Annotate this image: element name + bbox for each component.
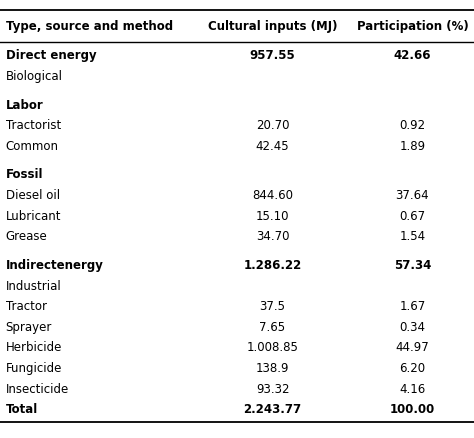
Text: Diesel oil: Diesel oil [6,189,60,201]
Text: 20.70: 20.70 [256,119,289,132]
Text: 1.286.22: 1.286.22 [244,258,301,271]
Text: 15.10: 15.10 [256,209,289,222]
Text: 37.5: 37.5 [260,300,285,312]
Text: 138.9: 138.9 [256,361,289,374]
Text: 957.55: 957.55 [250,49,295,62]
Text: Indirectenergy: Indirectenergy [6,258,103,271]
Text: Sprayer: Sprayer [6,320,52,333]
Text: 1.008.85: 1.008.85 [246,341,299,353]
Text: 100.00: 100.00 [390,403,435,415]
Text: 0.92: 0.92 [399,119,426,132]
Text: 37.64: 37.64 [396,189,429,201]
Text: 93.32: 93.32 [256,382,289,395]
Text: Type, source and method: Type, source and method [6,20,173,33]
Text: Insecticide: Insecticide [6,382,69,395]
Text: Biological: Biological [6,70,63,83]
Text: Herbicide: Herbicide [6,341,62,353]
Text: 1.54: 1.54 [399,230,426,243]
Text: Cultural inputs (MJ): Cultural inputs (MJ) [208,20,337,33]
Text: Lubricant: Lubricant [6,209,61,222]
Text: 1.67: 1.67 [399,300,426,312]
Text: Participation (%): Participation (%) [356,20,468,33]
Text: 44.97: 44.97 [395,341,429,353]
Text: 844.60: 844.60 [252,189,293,201]
Text: Tractorist: Tractorist [6,119,61,132]
Text: Fossil: Fossil [6,168,43,181]
Text: 1.89: 1.89 [399,140,426,152]
Text: 34.70: 34.70 [256,230,289,243]
Text: 42.45: 42.45 [256,140,289,152]
Text: 6.20: 6.20 [399,361,426,374]
Text: 57.34: 57.34 [394,258,431,271]
Text: 42.66: 42.66 [393,49,431,62]
Text: Common: Common [6,140,59,152]
Text: Labor: Labor [6,99,44,111]
Text: Tractor: Tractor [6,300,46,312]
Text: Grease: Grease [6,230,47,243]
Text: 4.16: 4.16 [399,382,426,395]
Text: 7.65: 7.65 [259,320,286,333]
Text: 0.67: 0.67 [399,209,426,222]
Text: 2.243.77: 2.243.77 [244,403,301,415]
Text: 0.34: 0.34 [400,320,425,333]
Text: Direct energy: Direct energy [6,49,96,62]
Text: Industrial: Industrial [6,279,62,292]
Text: Total: Total [6,403,38,415]
Text: Fungicide: Fungicide [6,361,62,374]
